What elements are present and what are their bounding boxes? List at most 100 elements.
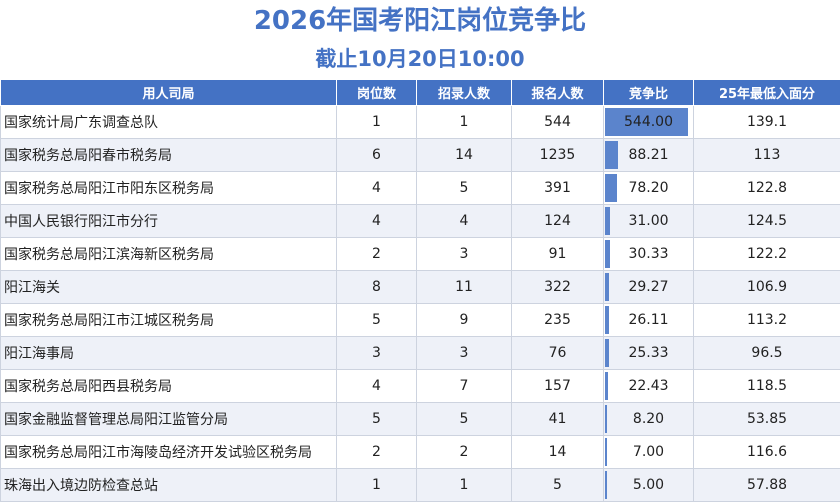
ratio-bar bbox=[605, 273, 610, 301]
employer-cell: 阳江海事局 bbox=[0, 336, 337, 370]
hires-cell: 1 bbox=[416, 105, 512, 139]
table-header-row: 用人司局 岗位数 招录人数 报名人数 竞争比 25年最低入面分 bbox=[0, 79, 840, 106]
applicants-cell: 322 bbox=[511, 270, 604, 304]
posts-cell: 4 bbox=[336, 171, 417, 205]
header-applicants: 报名人数 bbox=[511, 79, 604, 106]
ratio-cell: 22.43 bbox=[603, 369, 694, 403]
hires-cell: 4 bbox=[416, 204, 512, 238]
employer-cell: 国家税务总局阳江市阳东区税务局 bbox=[0, 171, 337, 205]
table-row: 国家税务总局阳江市海陵岛经济开发试验区税务局 2 2 14 7.00 116.6 bbox=[0, 435, 840, 469]
min-score-cell: 113.2 bbox=[693, 303, 840, 337]
ratio-cell: 8.20 bbox=[603, 402, 694, 436]
ratio-value: 22.43 bbox=[628, 378, 669, 394]
ratio-cell: 31.00 bbox=[603, 204, 694, 238]
applicants-cell: 14 bbox=[511, 435, 604, 469]
ratio-value: 29.27 bbox=[628, 279, 669, 295]
hires-cell: 7 bbox=[416, 369, 512, 403]
table-row: 国家税务总局阳春市税务局 6 14 1235 88.21 113 bbox=[0, 138, 840, 172]
table-row: 国家金融监督管理总局阳江监管分局 5 5 41 8.20 53.85 bbox=[0, 402, 840, 436]
hires-cell: 5 bbox=[416, 171, 512, 205]
min-score-cell: 96.5 bbox=[693, 336, 840, 370]
applicants-cell: 391 bbox=[511, 171, 604, 205]
applicants-cell: 91 bbox=[511, 237, 604, 271]
applicants-cell: 5 bbox=[511, 468, 604, 502]
ratio-value: 5.00 bbox=[632, 477, 665, 493]
ratio-value: 25.33 bbox=[628, 345, 669, 361]
hires-cell: 1 bbox=[416, 468, 512, 502]
ratio-value: 26.11 bbox=[628, 312, 669, 328]
posts-cell: 6 bbox=[336, 138, 417, 172]
applicants-cell: 124 bbox=[511, 204, 604, 238]
ratio-cell: 29.27 bbox=[603, 270, 694, 304]
employer-cell: 阳江海关 bbox=[0, 270, 337, 304]
ratio-bar bbox=[605, 306, 609, 334]
ratio-cell: 5.00 bbox=[603, 468, 694, 502]
min-score-cell: 122.8 bbox=[693, 171, 840, 205]
applicants-cell: 1235 bbox=[511, 138, 604, 172]
posts-cell: 2 bbox=[336, 237, 417, 271]
applicants-cell: 235 bbox=[511, 303, 604, 337]
header-hires: 招录人数 bbox=[416, 79, 512, 106]
employer-cell: 国家税务总局阳江市江城区税务局 bbox=[0, 303, 337, 337]
ratio-bar bbox=[605, 405, 607, 433]
table-row: 阳江海关 8 11 322 29.27 106.9 bbox=[0, 270, 840, 304]
ratio-bar bbox=[605, 471, 607, 499]
ratio-value: 78.20 bbox=[628, 180, 669, 196]
ratio-cell: 7.00 bbox=[603, 435, 694, 469]
min-score-cell: 139.1 bbox=[693, 105, 840, 139]
ratio-bar bbox=[605, 339, 609, 367]
ratio-cell: 26.11 bbox=[603, 303, 694, 337]
min-score-cell: 53.85 bbox=[693, 402, 840, 436]
table-row: 国家统计局广东调查总队 1 1 544 544.00 139.1 bbox=[0, 105, 840, 139]
header-posts: 岗位数 bbox=[336, 79, 417, 106]
header-min-score: 25年最低入面分 bbox=[693, 79, 840, 106]
ratio-bar bbox=[605, 174, 617, 202]
ratio-value: 31.00 bbox=[628, 213, 669, 229]
ratio-value: 30.33 bbox=[628, 246, 669, 262]
hires-cell: 2 bbox=[416, 435, 512, 469]
applicants-cell: 157 bbox=[511, 369, 604, 403]
employer-cell: 国家税务总局阳春市税务局 bbox=[0, 138, 337, 172]
ratio-bar bbox=[605, 207, 610, 235]
posts-cell: 1 bbox=[336, 105, 417, 139]
min-score-cell: 57.88 bbox=[693, 468, 840, 502]
table-row: 阳江海事局 3 3 76 25.33 96.5 bbox=[0, 336, 840, 370]
ratio-cell: 30.33 bbox=[603, 237, 694, 271]
hires-cell: 3 bbox=[416, 237, 512, 271]
ratio-bar bbox=[605, 240, 610, 268]
header-ratio: 竞争比 bbox=[603, 79, 694, 106]
applicants-cell: 544 bbox=[511, 105, 604, 139]
employer-cell: 国家税务总局阳西县税务局 bbox=[0, 369, 337, 403]
posts-cell: 3 bbox=[336, 336, 417, 370]
hires-cell: 3 bbox=[416, 336, 512, 370]
min-score-cell: 113 bbox=[693, 138, 840, 172]
hires-cell: 5 bbox=[416, 402, 512, 436]
table-row: 国家税务总局阳江滨海新区税务局 2 3 91 30.33 122.2 bbox=[0, 237, 840, 271]
hires-cell: 14 bbox=[416, 138, 512, 172]
ratio-cell: 25.33 bbox=[603, 336, 694, 370]
posts-cell: 8 bbox=[336, 270, 417, 304]
ratio-value: 8.20 bbox=[632, 411, 665, 427]
employer-cell: 中国人民银行阳江市分行 bbox=[0, 204, 337, 238]
min-score-cell: 124.5 bbox=[693, 204, 840, 238]
employer-cell: 珠海出入境边防检查总站 bbox=[0, 468, 337, 502]
ratio-bar bbox=[605, 108, 688, 136]
applicants-cell: 41 bbox=[511, 402, 604, 436]
hires-cell: 11 bbox=[416, 270, 512, 304]
ratio-bar bbox=[605, 141, 619, 169]
min-score-cell: 118.5 bbox=[693, 369, 840, 403]
header-employer: 用人司局 bbox=[0, 79, 337, 106]
ratio-bar bbox=[605, 438, 607, 466]
posts-cell: 5 bbox=[336, 402, 417, 436]
ratio-value: 88.21 bbox=[628, 147, 669, 163]
posts-cell: 5 bbox=[336, 303, 417, 337]
applicants-cell: 76 bbox=[511, 336, 604, 370]
competition-table: 用人司局 岗位数 招录人数 报名人数 竞争比 25年最低入面分 国家统计局广东调… bbox=[0, 79, 840, 502]
table-row: 珠海出入境边防检查总站 1 1 5 5.00 57.88 bbox=[0, 468, 840, 502]
table-row: 国家税务总局阳江市江城区税务局 5 9 235 26.11 113.2 bbox=[0, 303, 840, 337]
min-score-cell: 106.9 bbox=[693, 270, 840, 304]
min-score-cell: 122.2 bbox=[693, 237, 840, 271]
table-row: 国家税务总局阳江市阳东区税务局 4 5 391 78.20 122.8 bbox=[0, 171, 840, 205]
table-row: 国家税务总局阳西县税务局 4 7 157 22.43 118.5 bbox=[0, 369, 840, 403]
ratio-bar bbox=[605, 372, 609, 400]
